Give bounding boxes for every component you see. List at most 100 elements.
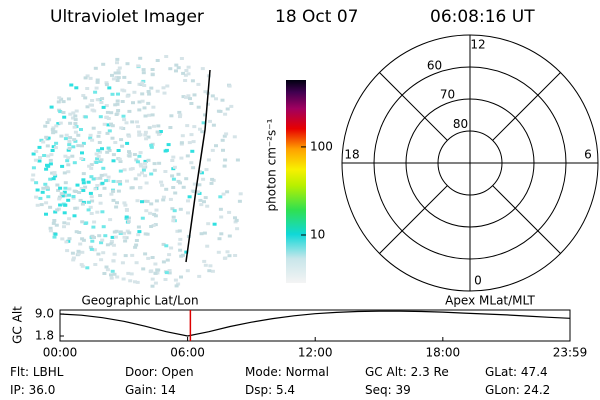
image-pixel xyxy=(37,159,42,163)
image-pixel xyxy=(108,218,113,222)
image-pixel xyxy=(149,225,154,228)
image-pixel xyxy=(130,253,135,257)
image-pixel xyxy=(237,199,242,203)
image-pixel xyxy=(169,114,174,118)
colorbar-label: photon cm⁻²s⁻¹ xyxy=(265,118,279,211)
image-pixel xyxy=(88,191,93,195)
terminator xyxy=(185,69,211,263)
image-pixel xyxy=(74,109,79,113)
image-pixel xyxy=(95,184,100,187)
image-pixel xyxy=(141,68,146,72)
image-pixel xyxy=(190,149,195,153)
image-pixel xyxy=(62,190,67,194)
image-pixel xyxy=(135,120,139,124)
image-pixel xyxy=(66,97,71,101)
image-pixel xyxy=(144,209,149,213)
image-pixel xyxy=(90,239,95,243)
status-value: 2.3 Re xyxy=(411,365,449,379)
status-field: Flt: LBHL xyxy=(10,365,64,379)
image-pixel xyxy=(104,104,109,108)
image-pixel xyxy=(175,229,180,233)
image-pixel xyxy=(115,61,119,65)
image-pixel xyxy=(150,256,155,259)
image-pixel xyxy=(122,75,127,79)
image-pixel xyxy=(140,81,145,85)
image-pixel xyxy=(131,101,135,105)
image-pixel xyxy=(109,240,114,243)
image-pixel xyxy=(79,263,84,267)
image-pixel xyxy=(92,248,97,252)
image-pixel xyxy=(123,254,128,258)
image-pixel xyxy=(218,109,223,113)
status-value: 5.4 xyxy=(276,383,295,397)
image-pixel xyxy=(199,203,204,207)
image-pixel xyxy=(140,216,145,220)
image-pixel xyxy=(183,73,188,77)
image-pixel xyxy=(143,161,147,165)
image-pixel xyxy=(159,180,164,184)
image-pixel xyxy=(178,207,183,211)
image-pixel xyxy=(178,248,183,252)
image-pixel xyxy=(197,274,202,278)
image-pixel xyxy=(121,277,126,281)
image-pixel xyxy=(52,219,57,222)
image-pixel xyxy=(78,242,83,246)
image-pixel xyxy=(110,92,115,96)
image-pixel xyxy=(44,167,49,171)
image-pixel xyxy=(233,216,237,220)
image-pixel xyxy=(104,265,109,269)
image-pixel xyxy=(35,188,40,192)
image-pixel xyxy=(101,251,106,255)
image-pixel xyxy=(66,170,71,174)
image-pixel xyxy=(45,163,49,167)
image-pixel xyxy=(80,250,85,254)
image-pixel xyxy=(138,186,143,190)
image-pixel xyxy=(149,86,154,90)
image-pixel xyxy=(165,84,170,88)
image-pixel xyxy=(181,71,186,75)
status-field: GLat: 47.4 xyxy=(485,365,548,379)
image-pixel xyxy=(89,175,94,179)
image-pixel xyxy=(126,220,131,224)
image-pixel xyxy=(136,225,141,229)
image-pixel xyxy=(116,71,121,75)
image-pixel xyxy=(44,201,49,205)
status-value: 39 xyxy=(396,383,411,397)
image-pixel xyxy=(133,280,137,284)
image-pixel xyxy=(100,238,105,242)
image-pixel xyxy=(83,96,88,100)
x-tick-label: 12:00 xyxy=(298,346,333,360)
image-pixel xyxy=(66,163,71,167)
image-pixel xyxy=(192,125,197,129)
image-pixel xyxy=(81,189,86,192)
image-pixel xyxy=(68,121,73,125)
image-pixel xyxy=(62,171,67,175)
image-pixel xyxy=(41,186,46,190)
image-pixel xyxy=(99,173,104,177)
image-pixel xyxy=(107,86,112,90)
image-pixel xyxy=(184,250,189,254)
image-pixel xyxy=(47,118,52,122)
image-pixel xyxy=(114,75,119,79)
image-pixel xyxy=(69,83,74,87)
polar-mlt-label: 12 xyxy=(470,38,485,52)
image-pixel xyxy=(137,230,142,234)
image-pixel xyxy=(125,229,130,233)
image-pixel xyxy=(176,179,181,183)
image-pixel xyxy=(38,156,42,159)
image-pixel xyxy=(146,135,151,139)
image-pixel xyxy=(101,166,106,170)
image-pixel xyxy=(201,121,206,125)
image-pixel xyxy=(97,131,102,134)
image-pixel xyxy=(101,62,106,66)
image-pixel xyxy=(161,86,166,90)
image-pixel xyxy=(98,150,102,154)
image-pixel xyxy=(68,136,73,140)
image-pixel xyxy=(229,104,234,108)
image-pixel xyxy=(178,115,182,119)
image-pixel xyxy=(184,69,189,72)
image-pixel xyxy=(164,55,169,58)
image-pixel xyxy=(225,190,230,194)
image-pixel xyxy=(58,203,63,207)
image-pixel xyxy=(163,278,168,281)
